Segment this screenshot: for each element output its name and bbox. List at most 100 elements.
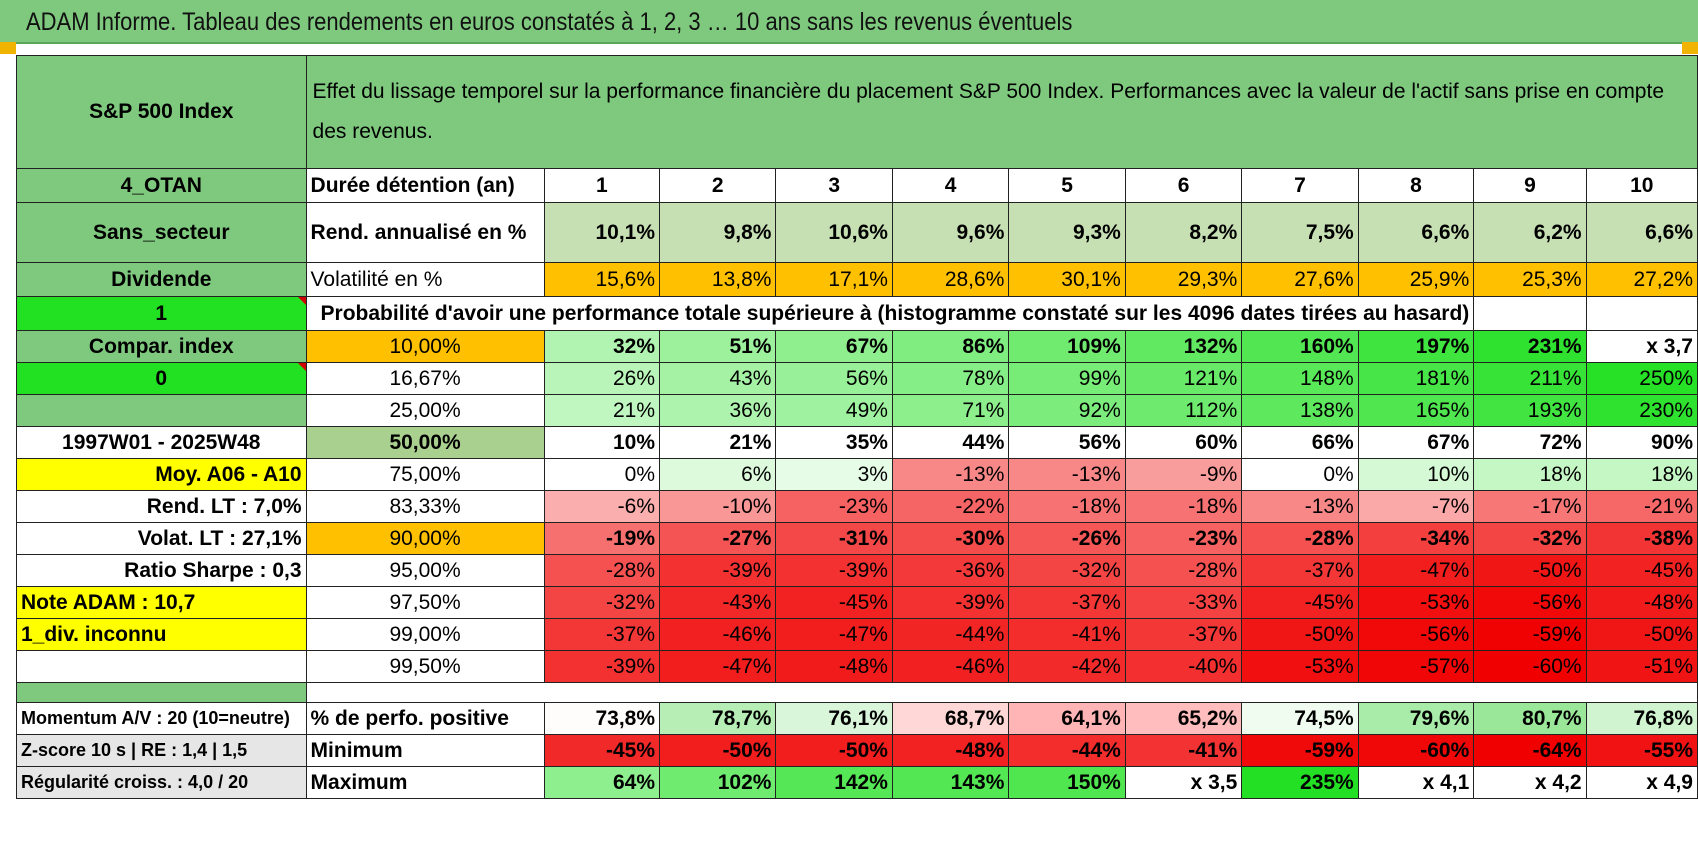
quantile-value-cell: -26% [1008, 522, 1126, 555]
separator-row [16, 682, 1698, 703]
quantile-value-cell: -47% [775, 618, 893, 651]
statistic-row: Z-score 10 s | RE : 1,4 | 1,5 Minimum -45%… [16, 734, 1698, 767]
quantile-value-cell: 44% [891, 426, 1010, 459]
quantile-value-cell: 181% [1357, 362, 1475, 395]
quantile-value-cell: -7% [1357, 490, 1475, 523]
quantile-value-cell: 72% [1473, 426, 1587, 459]
statistic-value-cell: -50% [659, 734, 777, 767]
side-note-cell[interactable]: Note ADAM : 10,7 [16, 586, 307, 619]
quantile-value-cell: -21% [1585, 490, 1698, 523]
quantile-value-cell: 6% [659, 458, 777, 491]
quantile-label-cell: 97,50% [305, 586, 545, 619]
quantile-label-cell: 99,00% [305, 618, 545, 651]
statistic-value-cell: x 3,5 [1124, 766, 1243, 799]
quantile-value-cell: 197% [1357, 330, 1475, 363]
quantile-value-cell: -44% [891, 618, 1010, 651]
quantile-value-cell: 26% [543, 362, 661, 395]
statistic-value-cell: 68,7% [891, 702, 1010, 735]
header-row: S&P 500 Index Effet du lissage temporel … [16, 55, 1698, 169]
statistic-value-cell: -59% [1241, 734, 1359, 767]
quantile-value-cell: 43% [659, 362, 777, 395]
quantile-value-cell: 99% [1008, 362, 1126, 395]
quantile-label-cell: 99,50% [305, 650, 545, 683]
statistic-value-cell: 64,1% [1008, 702, 1126, 735]
side-moy-cell[interactable]: Moy. A06 - A10 [16, 458, 307, 491]
quantile-value-cell: -13% [1241, 490, 1359, 523]
returns-table: S&P 500 Index Effet du lissage temporel … [16, 55, 1698, 799]
quantile-label-cell: 75,00% [305, 458, 545, 491]
annual-return-cell: 6,6% [1357, 202, 1475, 263]
quantile-value-cell: -59% [1473, 618, 1587, 651]
quantile-value-cell: -56% [1473, 586, 1587, 619]
quantile-value-cell: 0% [543, 458, 661, 491]
side-indicator-cell[interactable]: Z-score 10 s | RE : 1,4 | 1,5 [16, 734, 307, 767]
selector-one-cell[interactable]: 1 [16, 296, 307, 331]
quantile-value-cell: -48% [775, 650, 893, 683]
quantile-value-cell: -50% [1473, 554, 1587, 587]
quantile-label-cell: 90,00% [305, 522, 545, 555]
quantile-value-cell: 67% [775, 330, 893, 363]
side-indicator-cell[interactable]: Momentum A/V : 20 (10=neutre) [16, 702, 307, 735]
quantile-value-cell: -45% [1241, 586, 1359, 619]
quantile-label-cell: 25,00% [305, 394, 545, 427]
quantile-label-cell: 16,67% [305, 362, 545, 395]
quantile-label-cell: 10,00% [305, 330, 545, 363]
quantile-value-cell: x 3,7 [1585, 330, 1698, 363]
side-rend-lt-cell[interactable]: Rend. LT : 7,0% [16, 490, 307, 523]
quantile-value-cell: 109% [1008, 330, 1126, 363]
quantile-value-cell: -32% [543, 586, 661, 619]
quantile-row: Compar. index 10,00% 32% 51% 67% 86% 109% 132% 1… [16, 330, 1698, 363]
quantile-value-cell: 86% [891, 330, 1010, 363]
quantile-value-cell: -39% [775, 554, 893, 587]
quantile-value-cell: 148% [1241, 362, 1359, 395]
quantile-value-cell: -37% [1008, 586, 1126, 619]
frame-corner-right [1682, 42, 1698, 54]
annual-return-cell: 6,6% [1585, 202, 1698, 263]
statistic-value-cell: 65,2% [1124, 702, 1243, 735]
quantile-value-cell: -13% [891, 458, 1010, 491]
sector-cell[interactable]: Sans_secteur [16, 202, 307, 263]
annual-return-row: Sans_secteur Rend. annualisé en % 10,1% 9… [16, 202, 1698, 263]
quantile-value-cell: 193% [1473, 394, 1587, 427]
statistic-value-cell: -48% [891, 734, 1010, 767]
side-div-cell[interactable]: 1_div. inconnu [16, 618, 307, 651]
quantile-value-cell: 10% [1357, 458, 1475, 491]
quantile-value-cell: -34% [1357, 522, 1475, 555]
quantile-value-cell: 78% [891, 362, 1010, 395]
side-volat-lt-cell[interactable]: Volat. LT : 27,1% [16, 522, 307, 555]
quantile-value-cell: -23% [1124, 522, 1243, 555]
side-sharpe-cell[interactable]: Ratio Sharpe : 0,3 [16, 554, 307, 587]
statistic-value-cell: x 4,1 [1357, 766, 1475, 799]
quantile-value-cell: -45% [775, 586, 893, 619]
quantile-value-cell: -18% [1124, 490, 1243, 523]
asset-code-cell[interactable]: 4_OTAN [16, 168, 307, 203]
probability-title-row: 1 Probabilité d'avoir une performance to… [16, 296, 1698, 331]
quantile-value-cell: 71% [891, 394, 1010, 427]
quantile-value-cell: -19% [543, 522, 661, 555]
quantile-value-cell: 56% [1008, 426, 1126, 459]
quantile-value-cell: -39% [891, 586, 1010, 619]
volatility-cell: 25,9% [1357, 262, 1475, 297]
quantile-value-cell: 132% [1124, 330, 1243, 363]
quantile-value-cell: 32% [543, 330, 661, 363]
duration-header-9: 9 [1473, 168, 1587, 203]
side-indicator-cell[interactable]: Régularité croiss. : 4,0 / 20 [16, 766, 307, 799]
asset-name-cell[interactable]: S&P 500 Index [16, 55, 307, 169]
side-period-cell[interactable]: 1997W01 - 2025W48 [16, 426, 307, 459]
quantile-value-cell: 138% [1241, 394, 1359, 427]
quantile-value-cell: -48% [1585, 586, 1698, 619]
quantile-value-cell: -32% [1473, 522, 1587, 555]
side-zero-cell[interactable]: 0 [16, 362, 307, 395]
durations-row: 4_OTAN Durée détention (an) 1 2 3 4 5 6 7 8 9 10 [16, 168, 1698, 203]
dividend-cell[interactable]: Dividende [16, 262, 307, 297]
statistic-value-cell: 150% [1008, 766, 1126, 799]
quantile-value-cell: -17% [1473, 490, 1587, 523]
statistic-value-cell: 64% [543, 766, 661, 799]
quantile-value-cell: -39% [543, 650, 661, 683]
side-compar-cell[interactable]: Compar. index [16, 330, 307, 363]
quantile-value-cell: 21% [543, 394, 661, 427]
quantile-value-cell: 21% [659, 426, 777, 459]
quantile-label-cell: 95,00% [305, 554, 545, 587]
statistic-value-cell: 79,6% [1357, 702, 1475, 735]
quantile-value-cell: -37% [1124, 618, 1243, 651]
